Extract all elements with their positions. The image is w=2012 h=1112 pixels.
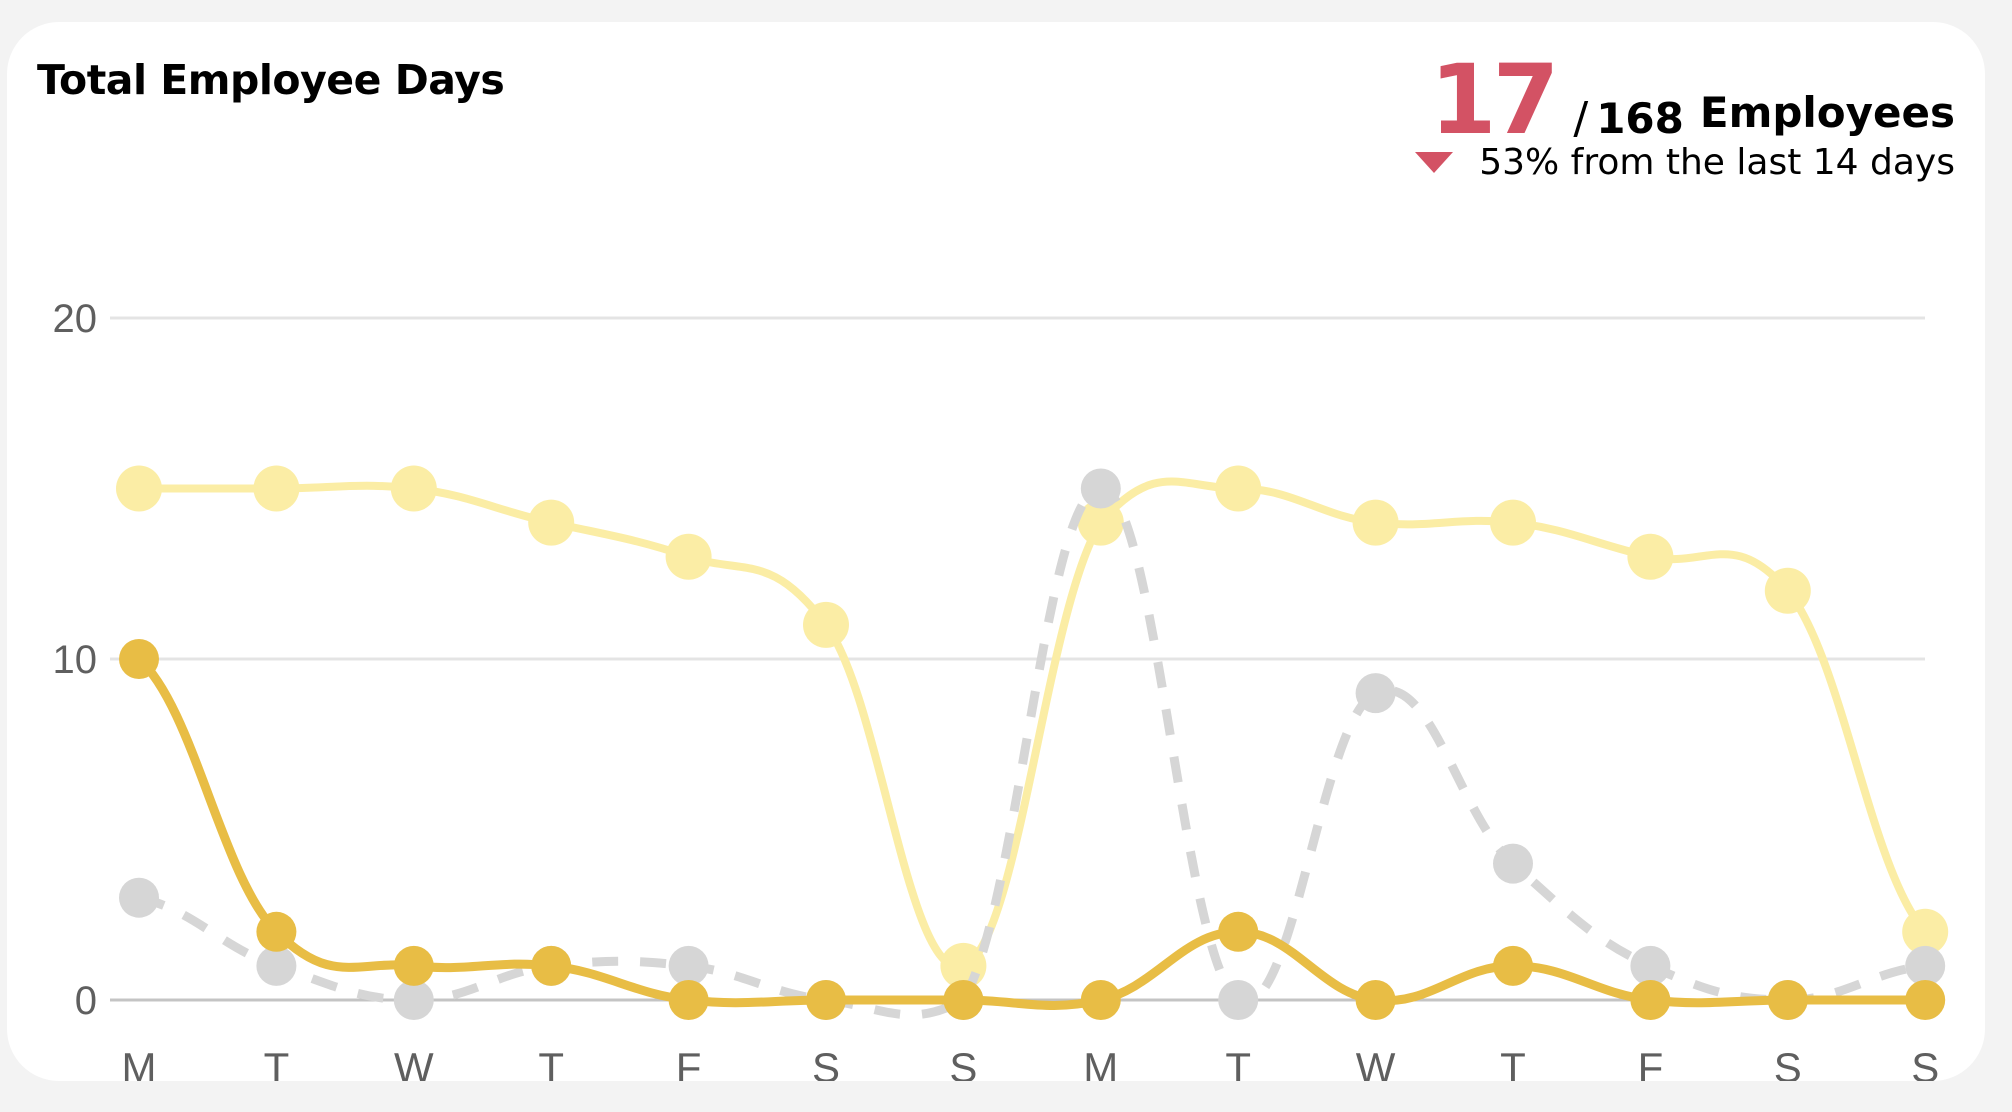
data-point[interactable]	[1080, 468, 1121, 509]
data-point[interactable]	[1905, 980, 1946, 1020]
data-point[interactable]	[119, 877, 159, 918]
data-point[interactable]	[1218, 980, 1259, 1020]
x-tick-label: W	[394, 1044, 434, 1091]
data-point[interactable]	[1077, 499, 1124, 546]
y-tick-label: 10	[53, 638, 98, 682]
data-point[interactable]	[665, 533, 712, 580]
x-tick-label: S	[949, 1044, 977, 1091]
x-tick-label: M	[1083, 1044, 1118, 1091]
x-tick-label: M	[122, 1044, 157, 1091]
data-point[interactable]	[1355, 980, 1396, 1020]
data-point[interactable]	[668, 980, 709, 1020]
data-point[interactable]	[1905, 945, 1946, 986]
data-point[interactable]	[1355, 673, 1396, 714]
data-point[interactable]	[1767, 980, 1808, 1020]
x-tick-label: T	[1225, 1044, 1251, 1091]
kpi-separator: /	[1573, 93, 1589, 144]
data-point[interactable]	[1764, 567, 1811, 614]
y-tick-label: 0	[75, 979, 97, 1023]
data-point[interactable]	[1630, 945, 1671, 986]
data-point[interactable]	[1902, 908, 1949, 955]
data-point[interactable]	[1630, 980, 1671, 1020]
data-point[interactable]	[1215, 465, 1262, 512]
x-tick-label: W	[1356, 1044, 1396, 1091]
kpi-total: 168	[1596, 94, 1684, 143]
x-tick-label: F	[1638, 1044, 1664, 1091]
x-tick-label: S	[1774, 1044, 1802, 1091]
data-point[interactable]	[1218, 911, 1259, 952]
data-point[interactable]	[393, 945, 434, 986]
x-tick-label: S	[1911, 1044, 1939, 1091]
data-point[interactable]	[390, 465, 437, 512]
data-point[interactable]	[256, 945, 297, 986]
data-point[interactable]	[803, 601, 849, 648]
x-tick-label: F	[676, 1044, 702, 1091]
data-point[interactable]	[253, 465, 300, 512]
x-tick-label: T	[264, 1044, 290, 1091]
data-point[interactable]	[1493, 843, 1533, 884]
series-line-2	[135, 655, 1926, 1010]
triangle-down-icon	[1415, 152, 1454, 173]
x-tick-label: T	[538, 1044, 564, 1091]
data-point[interactable]	[943, 980, 984, 1020]
data-point[interactable]	[531, 945, 572, 986]
data-point[interactable]	[1080, 980, 1121, 1020]
y-tick-label: 20	[53, 297, 98, 341]
data-point[interactable]	[116, 465, 162, 512]
change-indicator: 53% from the last 14 days	[1415, 142, 1955, 183]
data-point[interactable]	[1352, 499, 1399, 546]
x-tick-label: S	[812, 1044, 840, 1091]
data-point[interactable]	[528, 499, 575, 546]
data-point[interactable]	[1493, 945, 1533, 986]
data-point[interactable]	[1627, 533, 1674, 580]
data-point[interactable]	[806, 980, 846, 1020]
data-point[interactable]	[256, 911, 297, 952]
data-point[interactable]	[393, 980, 434, 1020]
kpi-unit: Employees	[1699, 88, 1955, 137]
x-tick-label: T	[1500, 1044, 1526, 1091]
data-point[interactable]	[1490, 499, 1536, 546]
card-title: Total Employee Days	[37, 56, 505, 104]
data-point[interactable]	[668, 945, 709, 986]
kpi-summary: 17 / 168 Employees	[1430, 52, 1955, 148]
change-text: 53% from the last 14 days	[1479, 142, 1955, 183]
kpi-value: 17	[1429, 44, 1560, 156]
data-point[interactable]	[119, 639, 159, 679]
